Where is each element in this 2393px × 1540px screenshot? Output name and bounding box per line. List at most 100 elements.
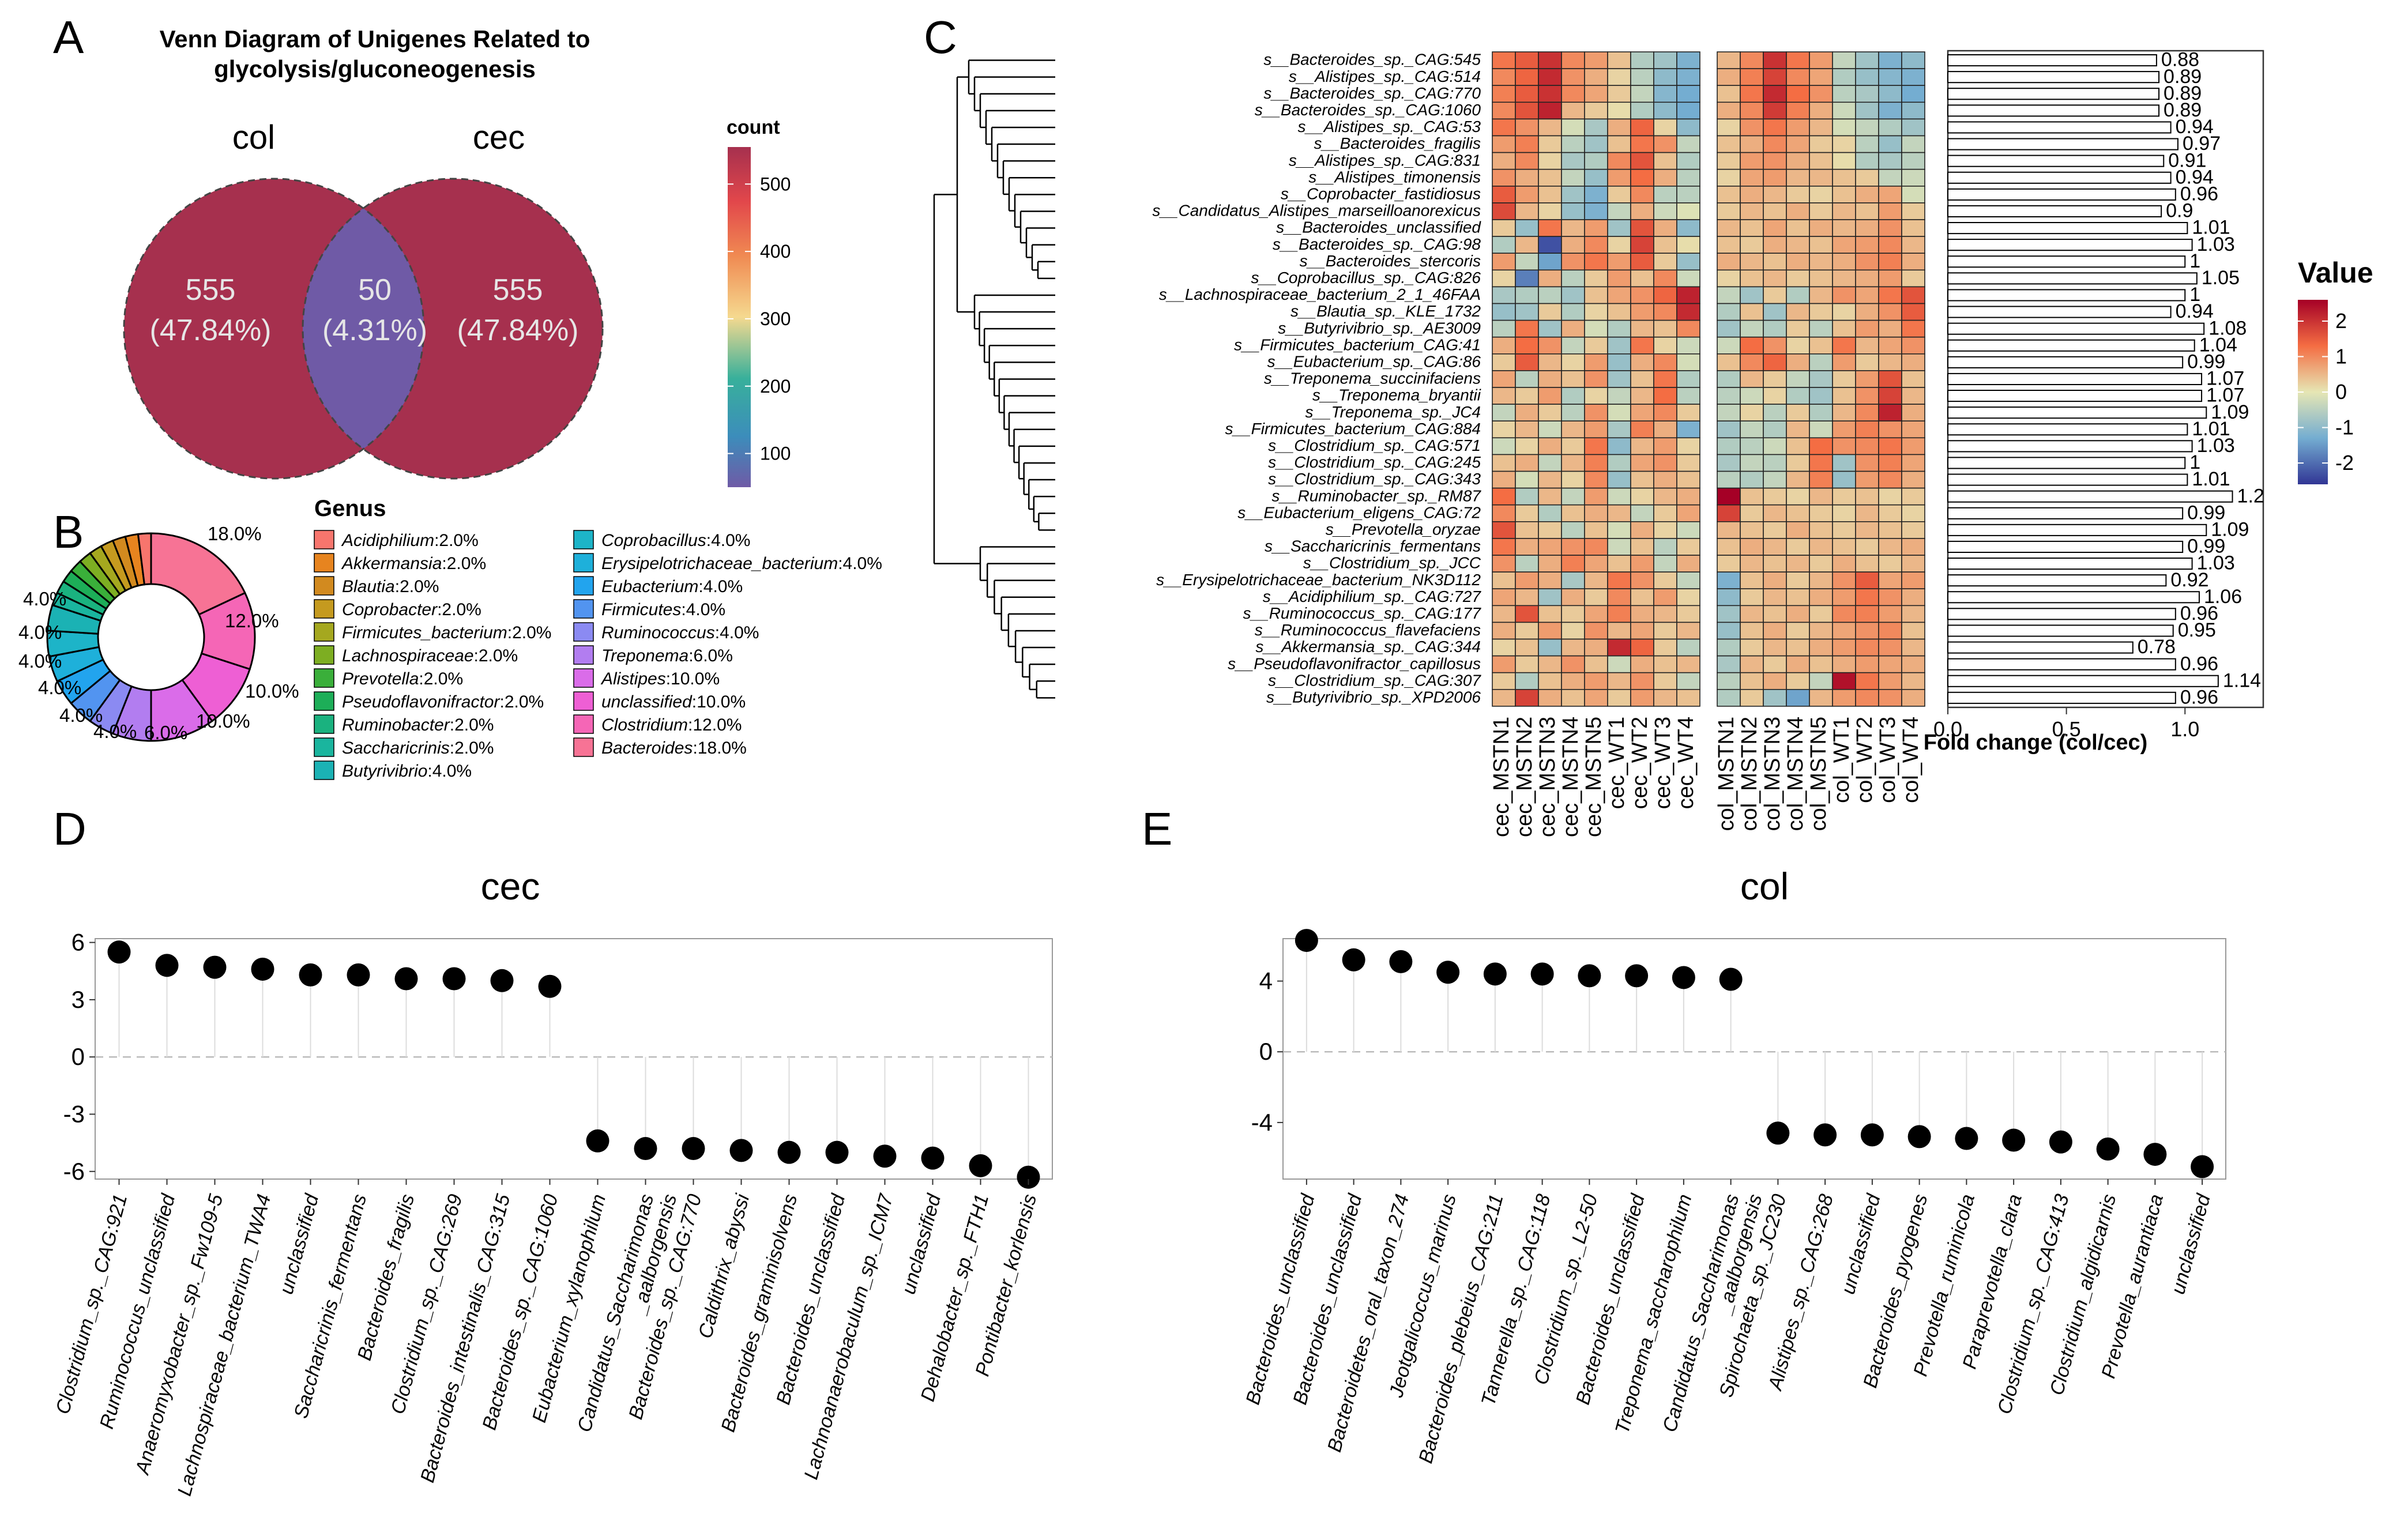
heatmap-row-label: s__Alistipes_sp._CAG:514 (1289, 67, 1481, 85)
legend-swatch (314, 714, 334, 734)
heatmap-cell (1607, 588, 1631, 607)
lollipop-e-title: col (1740, 865, 1789, 908)
heatmap-cell (1584, 605, 1608, 623)
heatmap-cell (1515, 504, 1539, 522)
legend-genus-pct: :10.0% (692, 692, 746, 711)
heatmap-cell (1740, 689, 1764, 707)
heatmap-cell (1653, 185, 1677, 204)
heatmap-cell (1584, 51, 1608, 69)
legend-swatch (573, 599, 594, 619)
heatmap-cell (1561, 387, 1585, 405)
heatmap-cell (1538, 454, 1562, 472)
heatmap-cell (1809, 370, 1833, 388)
lollipop-dot (538, 974, 562, 998)
heatmap-cell (1786, 387, 1810, 405)
value-tick-label: 2 (2335, 309, 2347, 333)
heatmap-cell (1855, 253, 1879, 271)
count-legend-ticks: 100 200 300 400 500 (728, 174, 791, 464)
heatmap-cell (1786, 236, 1810, 254)
heatmap-cell (1653, 135, 1677, 153)
fold-change-bar (1947, 289, 2186, 302)
heatmap-cell (1878, 605, 1902, 623)
heatmap-cell (1740, 404, 1764, 421)
heatmap-cell (1832, 202, 1856, 220)
fold-change-value-label: 0.9 (2166, 200, 2193, 222)
heatmap-cell (1901, 336, 1925, 355)
legend-swatch (314, 576, 334, 596)
heatmap-cell (1878, 487, 1902, 506)
heatmap-cell (1809, 387, 1833, 405)
heatmap-cell (1676, 538, 1700, 556)
heatmap-cell (1561, 504, 1585, 522)
lollipop-dot (2143, 1143, 2167, 1166)
heatmap-cell (1492, 68, 1516, 86)
heatmap-row-label: s__Acidiphilium_sp._CAG:727 (1263, 588, 1482, 605)
venn-count-cec: 555 (493, 273, 543, 307)
heatmap-cell (1607, 387, 1631, 405)
heatmap-cell (1786, 353, 1810, 371)
heatmap-cell (1607, 168, 1631, 187)
lollipop-dot (825, 1140, 849, 1164)
heatmap-cell (1878, 118, 1902, 137)
heatmap-cell (1676, 219, 1700, 237)
heatmap-col-label: cec_MSTN5 (1582, 717, 1606, 837)
fold-change-bar (1947, 121, 2172, 134)
heatmap-row-label: s__Coprobacillus_sp._CAG:826 (1251, 269, 1481, 287)
heatmap-cell (1676, 555, 1700, 573)
heatmap-cell (1515, 404, 1539, 421)
heatmap-cell (1763, 487, 1787, 506)
heatmap-cell (1878, 454, 1902, 472)
heatmap-cell (1676, 521, 1700, 539)
panel-c: C s__Bacteroides_sp._CAG:545s__Alistipes… (924, 12, 2373, 837)
heatmap-cell (1763, 504, 1787, 522)
heatmap-row-label: s__Bacteroides_stercoris (1300, 252, 1481, 270)
fold-change-value-label: 1.2 (2237, 485, 2264, 507)
value-tick-label: -1 (2335, 416, 2354, 439)
fold-change-value-label: 0.99 (2187, 351, 2225, 373)
heatmap-cell (1832, 689, 1856, 707)
heatmap-cell (1676, 404, 1700, 421)
heatmap-cell (1607, 152, 1631, 170)
heatmap-cell (1832, 387, 1856, 405)
heatmap-cell (1538, 202, 1562, 220)
fold-change-value-label: 1.08 (2208, 317, 2247, 339)
legend-genus-pct: :4.0% (681, 600, 725, 619)
heatmap-cell (1630, 219, 1654, 237)
heatmap-cell (1630, 152, 1654, 170)
heatmap-cell (1561, 68, 1585, 86)
heatmap-cell (1515, 571, 1539, 589)
heatmap-cell (1492, 605, 1516, 623)
heatmap-cell (1832, 118, 1856, 137)
heatmap-cell (1584, 152, 1608, 170)
heatmap-cell (1676, 286, 1700, 304)
heatmap-cell (1832, 538, 1856, 556)
heatmap-cell (1855, 135, 1879, 153)
fold-change-value-label: 0.96 (2180, 603, 2218, 624)
heatmap-cell (1538, 370, 1562, 388)
heatmap-cell (1717, 605, 1741, 623)
heatmap-cell (1878, 269, 1902, 288)
heatmap-cell (1855, 420, 1879, 439)
heatmap-cell (1717, 152, 1741, 170)
venn-percent-col: (47.84%) (150, 314, 272, 347)
heatmap-cell (1584, 387, 1608, 405)
fold-change-value-label: 0.99 (2187, 536, 2225, 558)
heatmap-cell (1740, 605, 1764, 623)
heatmap-cell (1515, 336, 1539, 355)
heatmap-row-label: s__Erysipelotrichaceae_bacterium_NK3D112 (1156, 571, 1481, 589)
heatmap-cell (1809, 588, 1833, 607)
legend-genus-name: Erysipelotrichaceae_bacterium (601, 554, 838, 573)
heatmap-cell (1809, 336, 1833, 355)
heatmap-cell (1763, 521, 1787, 539)
heatmap-cell (1717, 253, 1741, 271)
y-tick-label: 4 (1259, 967, 1273, 995)
lollipop-dot (1295, 929, 1318, 952)
heatmap-cell (1538, 286, 1562, 304)
heatmap-cell (1832, 571, 1856, 589)
fold-change-value-label: 1.09 (2211, 401, 2249, 423)
heatmap-cell (1786, 454, 1810, 472)
fold-change-bar (1947, 71, 2160, 84)
pct-label: 6.0% (144, 722, 187, 743)
heatmap-cell (1878, 470, 1902, 489)
heatmap-cell (1538, 622, 1562, 640)
